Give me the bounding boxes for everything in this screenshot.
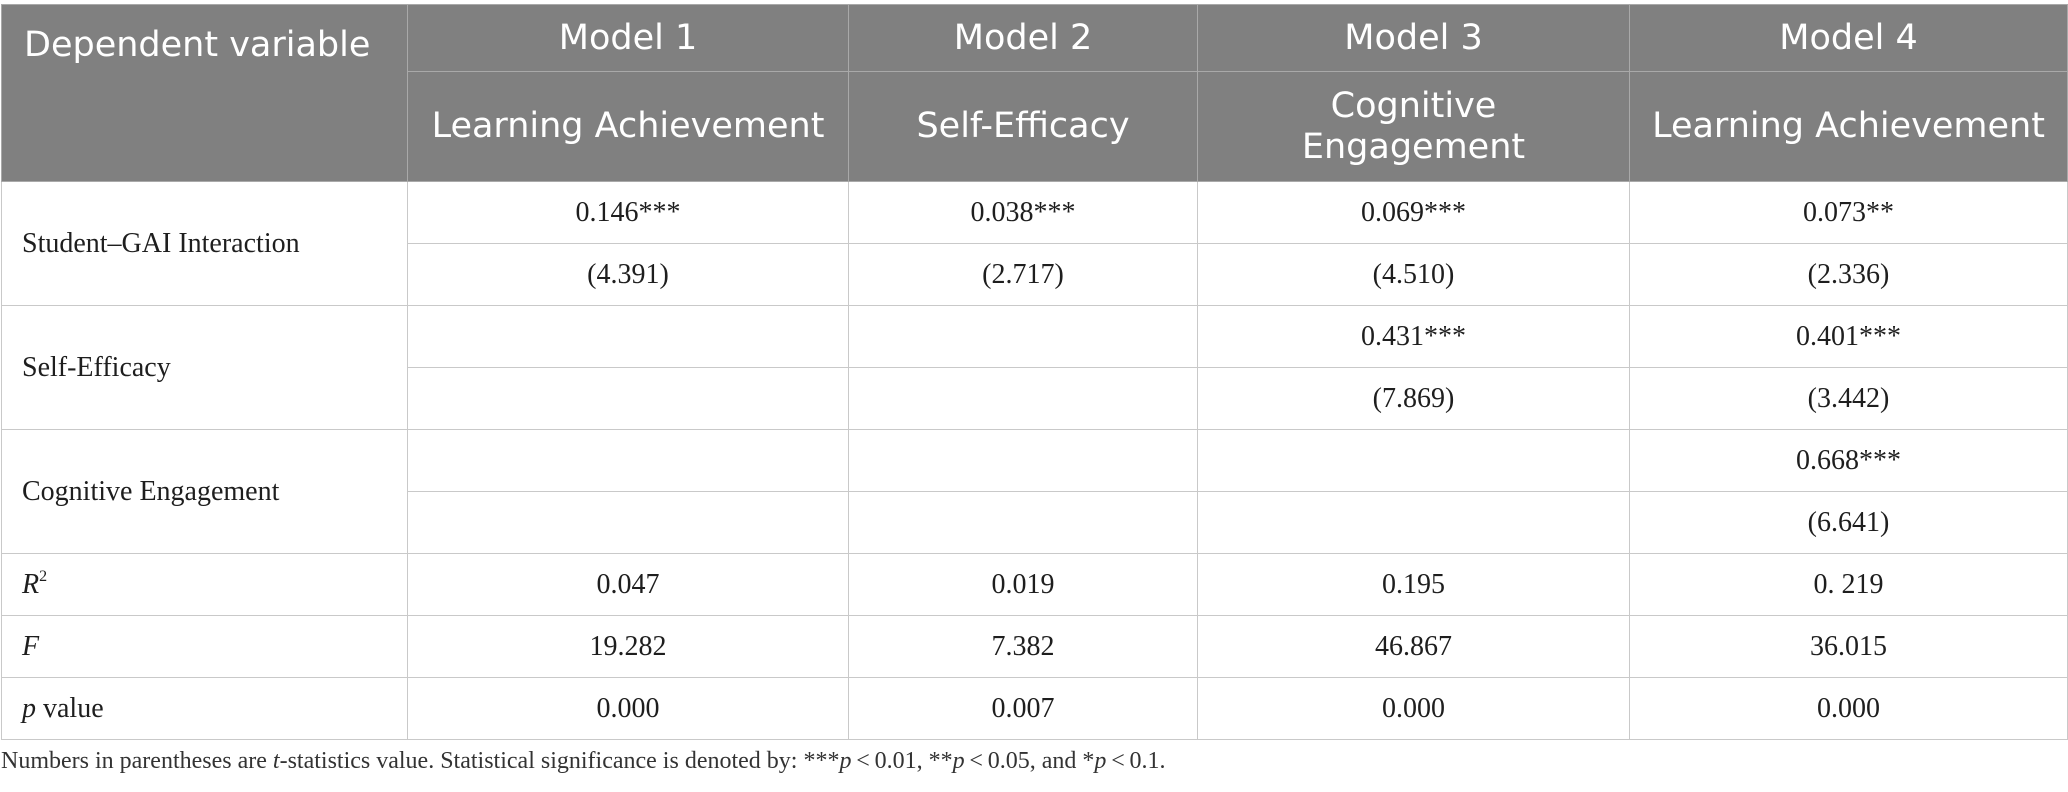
coef-cell: 0.069*** bbox=[1197, 181, 1630, 244]
row-label-self-efficacy: Self-Efficacy bbox=[1, 305, 408, 430]
coef-cell: 0.073** bbox=[1629, 181, 2068, 244]
table-row: Cognitive Engagement 0.668*** bbox=[1, 429, 2068, 554]
footnote-text: < 0.01, ** bbox=[851, 748, 953, 774]
footnote-p: p bbox=[839, 748, 852, 774]
model-1-header: Model 1 bbox=[407, 4, 849, 72]
model-2-header: Model 2 bbox=[848, 4, 1198, 72]
model-3-header: Model 3 bbox=[1197, 4, 1630, 72]
footnote-text: -statistics value. Statistical significa… bbox=[279, 748, 840, 774]
coef-cell bbox=[848, 429, 1198, 492]
tstat-cell bbox=[1197, 491, 1630, 554]
stat-cell: 0.000 bbox=[407, 677, 849, 740]
table-row: (6.641) bbox=[2, 491, 2068, 554]
footnote-p: p bbox=[952, 748, 965, 774]
table-row: Self-Efficacy 0.431*** 0.401*** bbox=[1, 305, 2068, 430]
p-symbol: p bbox=[22, 692, 36, 724]
stat-cell: 0.007 bbox=[848, 677, 1198, 740]
stat-cell: 0.000 bbox=[1197, 677, 1630, 740]
r-superscript: 2 bbox=[39, 567, 48, 585]
coef-cell bbox=[407, 305, 849, 368]
row-label-p-value: p value bbox=[1, 677, 408, 740]
table-row-p-value: p value 0.000 0.007 0.000 0.000 bbox=[1, 677, 2068, 740]
row-label-f: F bbox=[1, 615, 408, 678]
dependent-variable-header: Dependent variable bbox=[1, 4, 408, 182]
tstat-cell: (2.336) bbox=[1629, 243, 2068, 306]
row-label-r-squared: R2 bbox=[1, 553, 408, 616]
stat-cell: 19.282 bbox=[407, 615, 849, 678]
coef-cell: 0.401*** bbox=[1629, 305, 2068, 368]
table-row: Student–GAI Interaction 0.146*** 0.038**… bbox=[1, 181, 2068, 306]
p-value-text: value bbox=[36, 692, 104, 724]
stat-cell: 0.195 bbox=[1197, 553, 1630, 616]
table-row: (4.391) (2.717) (4.510) (2.336) bbox=[2, 243, 2068, 306]
tstat-cell: (4.510) bbox=[1197, 243, 1630, 306]
model-2-dependent: Self-Efficacy bbox=[848, 71, 1198, 182]
model-3-dependent: Cognitive Engagement bbox=[1197, 71, 1630, 182]
tstat-cell: (6.641) bbox=[1629, 491, 2068, 554]
model-4-header: Model 4 bbox=[1629, 4, 2068, 72]
header-row-dependents: Learning Achievement Self-Efficacy Cogni… bbox=[2, 71, 2068, 182]
stat-cell: 0. 219 bbox=[1629, 553, 2068, 616]
coef-cell bbox=[1197, 429, 1630, 492]
footnote-p: p bbox=[1094, 748, 1107, 774]
coef-cell: 0.668*** bbox=[1629, 429, 2068, 492]
header-row-models: Dependent variable Model 1 Model 2 Model… bbox=[1, 4, 2068, 182]
footnote-t: t bbox=[272, 748, 280, 774]
footnote-text: < 0.1. bbox=[1106, 748, 1166, 774]
coef-cell bbox=[848, 305, 1198, 368]
tstat-cell bbox=[407, 367, 849, 430]
r-symbol: R bbox=[22, 568, 40, 600]
stat-cell: 7.382 bbox=[848, 615, 1198, 678]
row-label-cognitive-engagement: Cognitive Engagement bbox=[1, 429, 408, 554]
stat-cell: 36.015 bbox=[1629, 615, 2068, 678]
regression-table: Dependent variable Model 1 Model 2 Model… bbox=[1, 4, 2068, 740]
tstat-cell bbox=[848, 491, 1198, 554]
stat-cell: 0.019 bbox=[848, 553, 1198, 616]
tstat-cell bbox=[407, 491, 849, 554]
row-label-student-gai-interaction: Student–GAI Interaction bbox=[1, 181, 408, 306]
tstat-cell: (3.442) bbox=[1629, 367, 2068, 430]
stat-cell: 0.047 bbox=[407, 553, 849, 616]
tstat-cell: (2.717) bbox=[848, 243, 1198, 306]
coef-cell: 0.431*** bbox=[1197, 305, 1630, 368]
coef-cell: 0.038*** bbox=[848, 181, 1198, 244]
table-row-r-squared: R2 0.047 0.019 0.195 0. 219 bbox=[1, 553, 2068, 616]
tstat-cell: (4.391) bbox=[407, 243, 849, 306]
coef-cell: 0.146*** bbox=[407, 181, 849, 244]
tstat-cell bbox=[848, 367, 1198, 430]
table-row-f: F 19.282 7.382 46.867 36.015 bbox=[1, 615, 2068, 678]
table-footnote: Numbers in parentheses are t-statistics … bbox=[1, 748, 1166, 775]
stat-cell: 46.867 bbox=[1197, 615, 1630, 678]
model-1-dependent: Learning Achievement bbox=[407, 71, 849, 182]
tstat-cell: (7.869) bbox=[1197, 367, 1630, 430]
model-4-dependent: Learning Achievement bbox=[1629, 71, 2068, 182]
coef-cell bbox=[407, 429, 849, 492]
footnote-text: < 0.05, and * bbox=[964, 748, 1095, 774]
stat-cell: 0.000 bbox=[1629, 677, 2068, 740]
footnote-text: Numbers in parentheses are bbox=[1, 748, 273, 774]
